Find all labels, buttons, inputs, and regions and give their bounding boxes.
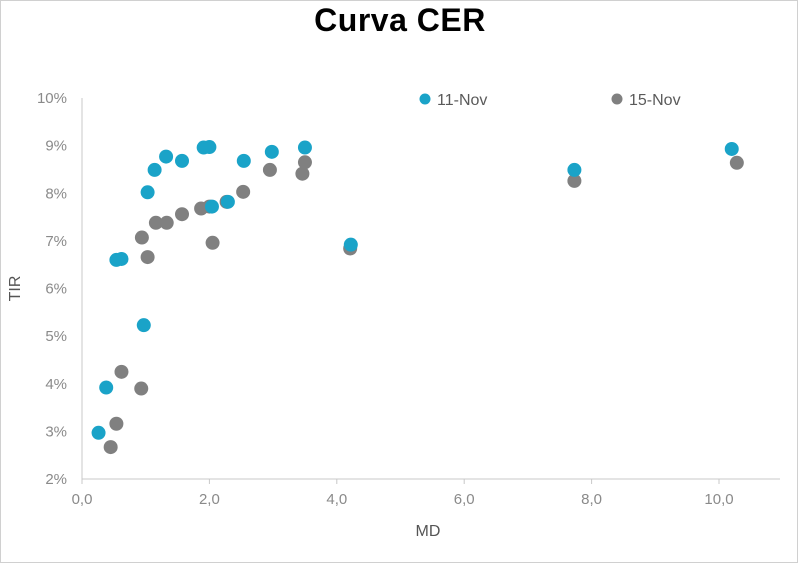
point-15-nov bbox=[205, 235, 220, 250]
point-11-nov bbox=[147, 162, 162, 177]
point-11-nov bbox=[567, 162, 582, 177]
x-tick-label: 8,0 bbox=[581, 491, 602, 508]
point-15-nov bbox=[262, 162, 277, 177]
y-tick-label: 5% bbox=[45, 328, 67, 345]
legend-label: 15-Nov bbox=[629, 92, 681, 109]
point-15-nov bbox=[236, 184, 251, 199]
legend: 11-Nov 15-Nov bbox=[419, 92, 681, 109]
point-11-nov bbox=[114, 251, 129, 266]
point-15-nov bbox=[729, 155, 744, 170]
point-11-nov bbox=[140, 185, 155, 200]
y-axis-label: TIR bbox=[7, 276, 24, 302]
point-15-nov bbox=[159, 215, 174, 230]
point-11-nov bbox=[159, 149, 174, 164]
tick-labels: 2% 3% 4% 5% 6% 7% 8% 9% 10% 0,0 2,0 4,0 6,0 8,0 10,0 bbox=[37, 90, 734, 508]
y-tick-label: 4% bbox=[45, 376, 67, 393]
point-11-nov bbox=[99, 380, 114, 395]
point-11-nov bbox=[724, 141, 739, 156]
point-15-nov bbox=[109, 416, 124, 431]
point-11-nov bbox=[175, 153, 190, 168]
x-tick-label: 0,0 bbox=[72, 491, 93, 508]
point-11-nov bbox=[204, 199, 219, 214]
point-15-nov bbox=[148, 215, 163, 230]
y-tick-label: 6% bbox=[45, 281, 67, 298]
point-15-nov bbox=[297, 155, 312, 170]
y-tick-label: 3% bbox=[45, 423, 67, 440]
y-tick-label: 8% bbox=[45, 185, 67, 202]
x-tick-label: 4,0 bbox=[326, 491, 347, 508]
point-11-nov bbox=[297, 140, 312, 155]
x-tick-label: 2,0 bbox=[199, 491, 220, 508]
legend-label: 11-Nov bbox=[437, 92, 487, 109]
x-tick-label: 10,0 bbox=[704, 491, 733, 508]
point-15-nov bbox=[134, 230, 149, 245]
x-axis-label: MD bbox=[416, 523, 441, 540]
point-11-nov bbox=[236, 153, 251, 168]
point-11-nov bbox=[220, 194, 235, 209]
data-points bbox=[91, 140, 744, 455]
point-11-nov bbox=[343, 237, 358, 252]
point-15-nov bbox=[134, 381, 149, 396]
point-15-nov bbox=[175, 207, 190, 222]
point-15-nov bbox=[567, 173, 582, 188]
y-tick-label: 2% bbox=[45, 471, 67, 488]
point-11-nov bbox=[136, 318, 151, 333]
x-tick-label: 6,0 bbox=[454, 491, 475, 508]
point-11-nov bbox=[91, 425, 106, 440]
point-15-nov bbox=[295, 166, 310, 181]
y-tick-label: 9% bbox=[45, 138, 67, 155]
y-tick-label: 7% bbox=[45, 233, 67, 250]
axes bbox=[81, 98, 780, 480]
point-15-nov bbox=[103, 440, 118, 455]
y-tick-label: 10% bbox=[37, 90, 67, 107]
point-15-nov bbox=[114, 364, 129, 379]
chart-title: Curva CER bbox=[314, 2, 486, 38]
point-11-nov bbox=[264, 144, 279, 159]
legend-marker bbox=[611, 93, 623, 105]
point-15-nov bbox=[140, 250, 155, 265]
point-11-nov bbox=[202, 140, 217, 155]
legend-marker bbox=[419, 93, 431, 105]
